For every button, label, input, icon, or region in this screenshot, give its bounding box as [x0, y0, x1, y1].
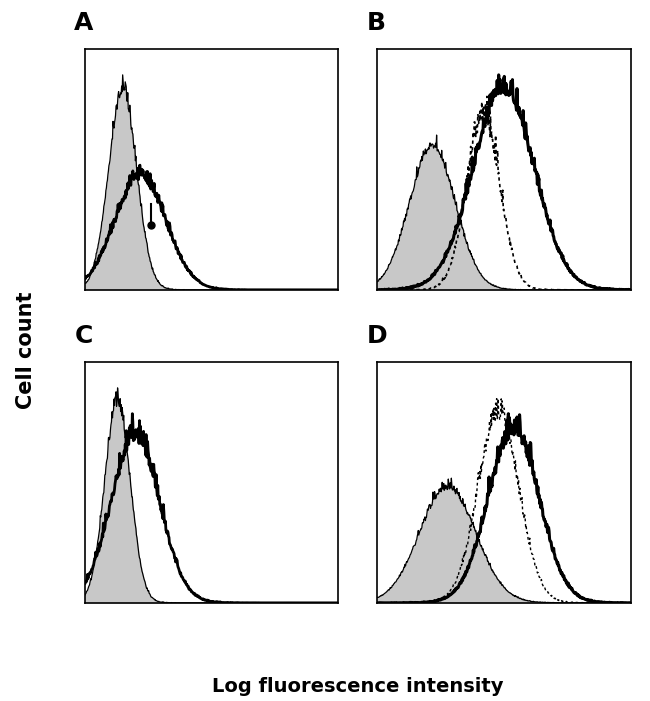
Text: Log fluorescence intensity: Log fluorescence intensity	[212, 677, 503, 697]
Text: Cell count: Cell count	[16, 292, 36, 409]
Text: B: B	[367, 11, 385, 34]
Text: A: A	[74, 11, 94, 34]
Text: D: D	[367, 324, 387, 348]
Text: C: C	[74, 324, 93, 348]
